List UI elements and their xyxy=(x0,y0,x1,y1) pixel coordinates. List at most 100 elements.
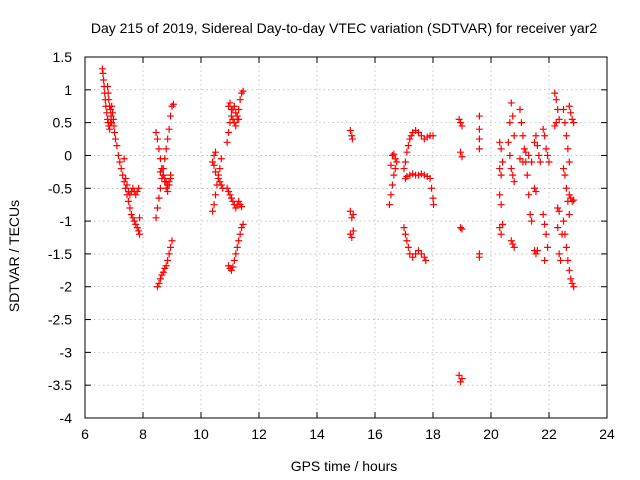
data-point xyxy=(560,165,567,173)
data-point xyxy=(457,224,465,232)
data-point xyxy=(568,115,576,123)
data-point xyxy=(154,135,161,143)
data-point xyxy=(161,155,169,163)
data-point xyxy=(564,145,572,153)
data-point xyxy=(239,87,247,95)
data-point xyxy=(510,178,518,186)
series-arc-f xyxy=(152,100,177,222)
data-point xyxy=(117,165,125,173)
y-axis-label: SDTVAR / TECUs xyxy=(6,200,22,312)
data-point xyxy=(551,122,559,130)
data-point xyxy=(542,145,550,153)
data-point xyxy=(565,191,573,199)
data-point xyxy=(458,153,466,161)
series-arc-o xyxy=(386,150,401,209)
data-point xyxy=(560,217,567,225)
data-point xyxy=(210,161,218,169)
data-point xyxy=(164,135,172,143)
data-point xyxy=(457,148,465,156)
data-point xyxy=(108,119,116,127)
data-point xyxy=(510,132,518,140)
data-point xyxy=(562,243,570,251)
data-point xyxy=(544,151,552,159)
data-point xyxy=(104,83,112,91)
series-arc-m xyxy=(225,220,247,274)
data-point xyxy=(542,230,550,238)
data-point xyxy=(565,266,573,274)
data-point xyxy=(496,191,504,199)
data-point xyxy=(570,283,578,291)
data-point xyxy=(388,181,396,189)
data-point xyxy=(455,115,463,123)
data-point xyxy=(152,128,160,136)
data-point xyxy=(562,184,570,192)
data-point xyxy=(554,204,562,212)
data-point xyxy=(497,171,505,179)
data-point xyxy=(209,158,217,166)
data-point xyxy=(561,230,569,238)
x-tick-label: 6 xyxy=(81,426,89,442)
data-point xyxy=(225,188,233,196)
data-point xyxy=(135,227,143,235)
data-point xyxy=(506,151,514,159)
data-point xyxy=(429,132,437,140)
data-point xyxy=(496,165,504,173)
data-point xyxy=(233,243,241,251)
axis-ticks xyxy=(84,56,608,419)
data-point xyxy=(528,217,536,225)
data-point xyxy=(497,230,505,238)
data-point xyxy=(404,243,412,251)
series-arc-v xyxy=(504,99,518,251)
data-point xyxy=(403,237,411,245)
data-point xyxy=(386,201,393,209)
data-point xyxy=(545,158,553,166)
data-point xyxy=(154,283,161,291)
data-point xyxy=(499,158,507,166)
y-tick-label: -3 xyxy=(60,344,73,360)
data-point xyxy=(217,181,225,189)
data-point xyxy=(567,109,575,117)
data-point xyxy=(154,204,161,212)
data-point xyxy=(497,145,505,153)
data-point xyxy=(475,135,483,143)
plot-frame xyxy=(84,56,608,419)
data-point xyxy=(217,155,225,163)
data-point xyxy=(104,89,112,97)
data-point xyxy=(132,220,140,228)
grid xyxy=(85,57,607,418)
data-point xyxy=(457,378,465,386)
series-arc-s xyxy=(455,115,466,386)
data-point xyxy=(387,161,395,169)
data-point xyxy=(568,197,576,205)
series-arc-n xyxy=(346,127,357,241)
series-arc-i xyxy=(209,155,227,215)
data-point xyxy=(497,201,505,209)
data-point xyxy=(133,224,141,232)
data-point xyxy=(564,256,572,264)
data-point xyxy=(165,250,173,258)
data-point xyxy=(168,237,176,245)
data-point xyxy=(568,279,576,287)
series-arc-x xyxy=(531,132,544,258)
data-point xyxy=(422,256,430,264)
data-point xyxy=(156,275,164,283)
y-tick-label: -4 xyxy=(60,410,73,426)
data-point xyxy=(516,106,524,114)
data-point xyxy=(499,220,507,228)
data-point xyxy=(159,171,167,179)
data-point xyxy=(113,142,121,150)
data-point xyxy=(135,184,143,192)
data-point xyxy=(504,138,512,146)
series-arc-aa xyxy=(560,106,573,219)
data-point xyxy=(430,201,438,209)
y-tick-label: 1.5 xyxy=(53,49,73,65)
data-point xyxy=(233,115,241,123)
data-point xyxy=(561,171,569,179)
data-point xyxy=(230,256,238,264)
series-arc-k xyxy=(223,87,247,146)
data-point xyxy=(531,184,538,192)
data-point xyxy=(525,151,533,159)
data-point xyxy=(212,191,219,199)
x-tick-labels: 6 8 10 12 14 16 18 20 22 24 xyxy=(81,426,615,442)
